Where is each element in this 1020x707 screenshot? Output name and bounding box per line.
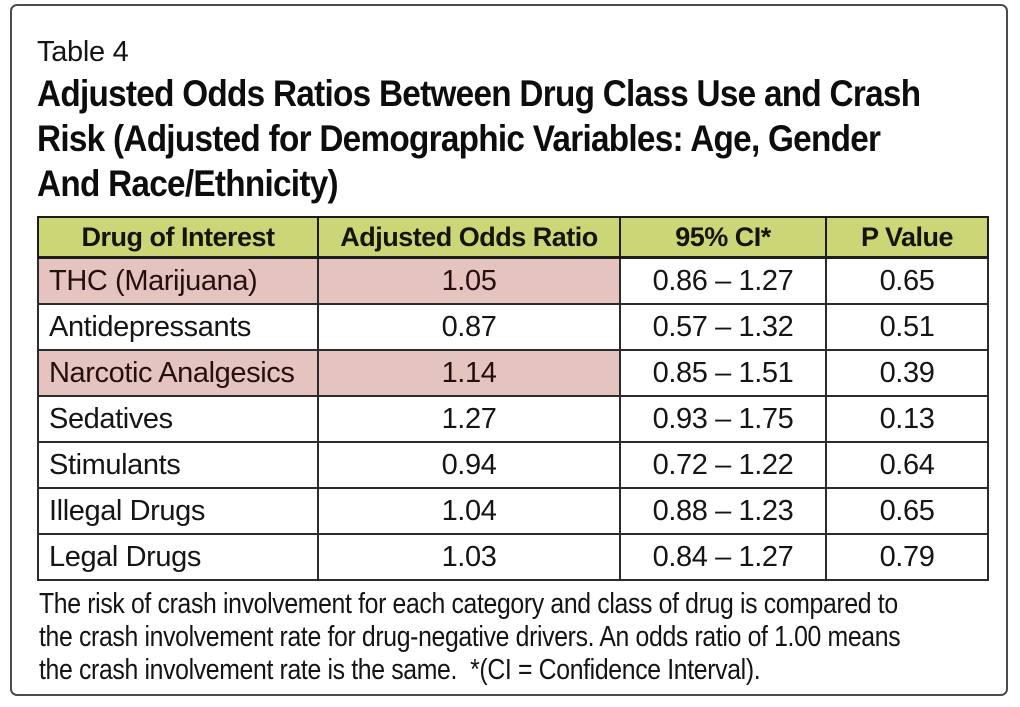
- footnote: The risk of crash involvement for each c…: [39, 588, 1006, 687]
- cell-drug: Antidepressants: [37, 303, 319, 351]
- figure-frame: Table 4 Adjusted Odds Ratios Between Dru…: [10, 4, 1008, 696]
- cell-p-value: 0.65: [825, 487, 989, 535]
- cell-drug: Illegal Drugs: [37, 487, 319, 535]
- table-label: Table 4: [37, 36, 129, 68]
- cell-ci: 0.85 – 1.51: [619, 349, 827, 397]
- cell-ci: 0.57 – 1.32: [619, 303, 827, 351]
- cell-drug: THC (Marijuana): [37, 256, 319, 305]
- cell-p-value: 0.79: [825, 533, 989, 581]
- footnote-line-1: The risk of crash involvement for each c…: [39, 588, 898, 620]
- cell-odds-ratio: 0.94: [317, 441, 621, 489]
- cell-p-value: 0.65: [825, 256, 989, 305]
- table-row: THC (Marijuana) 1.05 0.86 – 1.27 0.65: [37, 256, 989, 305]
- cell-p-value: 0.39: [825, 349, 989, 397]
- cell-odds-ratio: 1.03: [317, 533, 621, 581]
- col-header-p-value: P Value: [825, 216, 989, 259]
- cell-drug: Stimulants: [37, 441, 319, 489]
- title-line-3: And Race/Ethnicity): [37, 163, 339, 204]
- footnote-line-3: the crash involvement rate is the same. …: [39, 654, 761, 686]
- header-row: Drug of Interest Adjusted Odds Ratio 95%…: [37, 216, 989, 259]
- cell-p-value: 0.13: [825, 395, 989, 443]
- cell-ci: 0.84 – 1.27: [619, 533, 827, 581]
- cell-drug: Sedatives: [37, 395, 319, 443]
- table-row: Antidepressants 0.87 0.57 – 1.32 0.51: [37, 303, 989, 351]
- cell-ci: 0.86 – 1.27: [619, 256, 827, 305]
- title-line-2: Risk (Adjusted for Demographic Variables…: [37, 118, 881, 159]
- cell-ci: 0.93 – 1.75: [619, 395, 827, 443]
- cell-p-value: 0.64: [825, 441, 989, 489]
- table-title: Adjusted Odds Ratios Between Drug Class …: [37, 71, 1006, 206]
- cell-drug: Legal Drugs: [37, 533, 319, 581]
- cell-odds-ratio: 1.27: [317, 395, 621, 443]
- col-header-95-ci: 95% CI*: [619, 216, 827, 259]
- table-row: Sedatives 1.27 0.93 – 1.75 0.13: [37, 395, 989, 443]
- table-row: Legal Drugs 1.03 0.84 – 1.27 0.79: [37, 533, 989, 581]
- cell-odds-ratio: 1.05: [317, 256, 621, 305]
- title-line-1: Adjusted Odds Ratios Between Drug Class …: [37, 73, 921, 114]
- col-header-drug-of-interest: Drug of Interest: [37, 216, 319, 259]
- cell-odds-ratio: 1.04: [317, 487, 621, 535]
- table-row: Stimulants 0.94 0.72 – 1.22 0.64: [37, 441, 989, 489]
- cell-odds-ratio: 0.87: [317, 303, 621, 351]
- table-row: Narcotic Analgesics 1.14 0.85 – 1.51 0.3…: [37, 349, 989, 397]
- cell-odds-ratio: 1.14: [317, 349, 621, 397]
- footnote-line-2: the crash involvement rate for drug-nega…: [39, 621, 901, 653]
- cell-ci: 0.72 – 1.22: [619, 441, 827, 489]
- odds-ratio-table: Drug of Interest Adjusted Odds Ratio 95%…: [37, 216, 989, 581]
- cell-ci: 0.88 – 1.23: [619, 487, 827, 535]
- table-row: Illegal Drugs 1.04 0.88 – 1.23 0.65: [37, 487, 989, 535]
- col-header-adjusted-odds-ratio: Adjusted Odds Ratio: [317, 216, 621, 259]
- cell-drug: Narcotic Analgesics: [37, 349, 319, 397]
- cell-p-value: 0.51: [825, 303, 989, 351]
